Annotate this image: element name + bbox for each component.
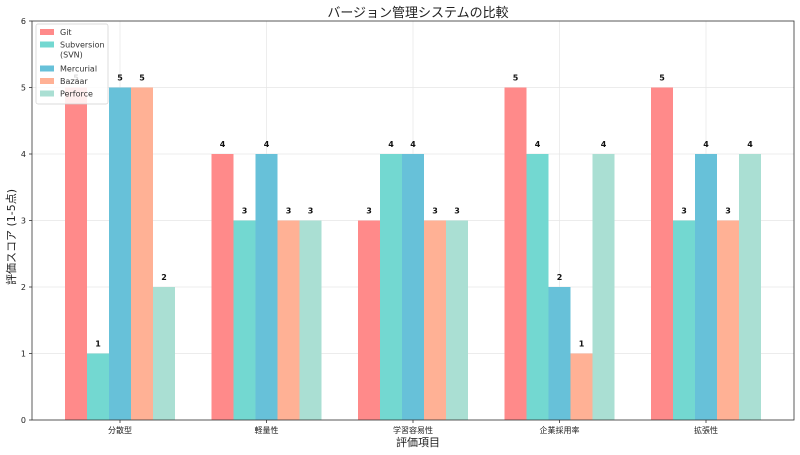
bar <box>424 220 446 420</box>
data-label: 3 <box>308 207 314 216</box>
bar <box>65 87 87 420</box>
data-label: 5 <box>139 74 145 83</box>
bar <box>380 154 402 420</box>
x-tick-label: 企業採用率 <box>540 425 580 435</box>
data-label: 3 <box>242 207 248 216</box>
bar <box>446 220 468 420</box>
legend-swatch <box>40 29 54 35</box>
data-label: 1 <box>579 340 585 349</box>
legend-swatch <box>40 65 54 72</box>
data-label: 4 <box>220 140 226 149</box>
data-label: 1 <box>95 340 101 349</box>
bar <box>504 87 527 420</box>
y-tick-label: 6 <box>21 17 26 26</box>
bars <box>65 87 761 420</box>
plot-frame <box>31 20 795 421</box>
data-label: 3 <box>454 207 460 216</box>
bar <box>570 353 593 420</box>
bar <box>87 353 109 420</box>
legend-swatch <box>40 90 54 97</box>
data-label: 3 <box>725 207 731 216</box>
bar <box>695 154 717 420</box>
data-label: 4 <box>535 140 541 149</box>
bar <box>739 154 761 420</box>
ticks: 0 1 2 3 4 5 6 分散型 軽量性 学習容易性 企業採用率 拡張性 <box>21 17 718 435</box>
data-label: 3 <box>432 207 438 216</box>
y-tick-label: 5 <box>21 84 26 93</box>
data-label: 3 <box>366 207 372 216</box>
data-label: 4 <box>747 140 753 149</box>
legend-label: Mercurial <box>60 65 97 74</box>
y-tick-label: 2 <box>21 283 26 292</box>
legend-label: Perforce <box>60 90 93 99</box>
data-label: 5 <box>117 74 123 83</box>
x-axis-label: 評価項目 <box>396 435 440 449</box>
x-tick-label: 学習容易性 <box>393 425 433 435</box>
bar <box>255 154 278 420</box>
data-label: 4 <box>388 140 394 149</box>
data-label: 3 <box>286 207 292 216</box>
legend-label: Git <box>60 28 72 37</box>
bar <box>131 87 153 420</box>
x-tick-label: 軽量性 <box>255 425 279 435</box>
bar <box>717 220 739 420</box>
chart-title: バージョン管理システムの比較 <box>327 6 508 21</box>
y-tick-label: 4 <box>21 150 26 159</box>
y-tick-label: 3 <box>21 217 26 226</box>
bar <box>277 220 300 420</box>
bar <box>358 220 380 420</box>
data-label: 4 <box>601 140 607 149</box>
data-label: 5 <box>659 74 665 83</box>
x-tick-label: 拡張性 <box>694 425 718 435</box>
x-tick-label: 分散型 <box>108 425 132 435</box>
y-axis-label: 評価スコア (1-5点) <box>4 189 18 285</box>
legend-swatch <box>40 41 54 48</box>
bar <box>548 287 571 420</box>
bar <box>233 220 256 420</box>
data-label: 4 <box>410 140 416 149</box>
data-label: 3 <box>681 207 687 216</box>
bar <box>651 87 673 420</box>
bar <box>153 287 175 420</box>
legend-label: Subversion (SVN) <box>60 41 105 60</box>
y-tick-label: 0 <box>21 416 26 425</box>
bar <box>592 154 615 420</box>
data-label: 2 <box>161 273 167 282</box>
bar <box>673 220 695 420</box>
bar <box>402 154 424 420</box>
data-label: 2 <box>557 273 563 282</box>
data-label: 4 <box>703 140 709 149</box>
bar <box>299 220 322 420</box>
data-label: 4 <box>264 140 270 149</box>
bar <box>526 154 549 420</box>
bar <box>109 87 131 420</box>
legend: Git Subversion (SVN) Mercurial Bazaar Perforc… <box>35 23 109 105</box>
y-tick-label: 1 <box>21 350 26 359</box>
bar <box>211 154 234 420</box>
legend-swatch <box>40 78 54 84</box>
data-label: 5 <box>513 74 519 83</box>
legend-label: Bazaar <box>60 77 88 86</box>
